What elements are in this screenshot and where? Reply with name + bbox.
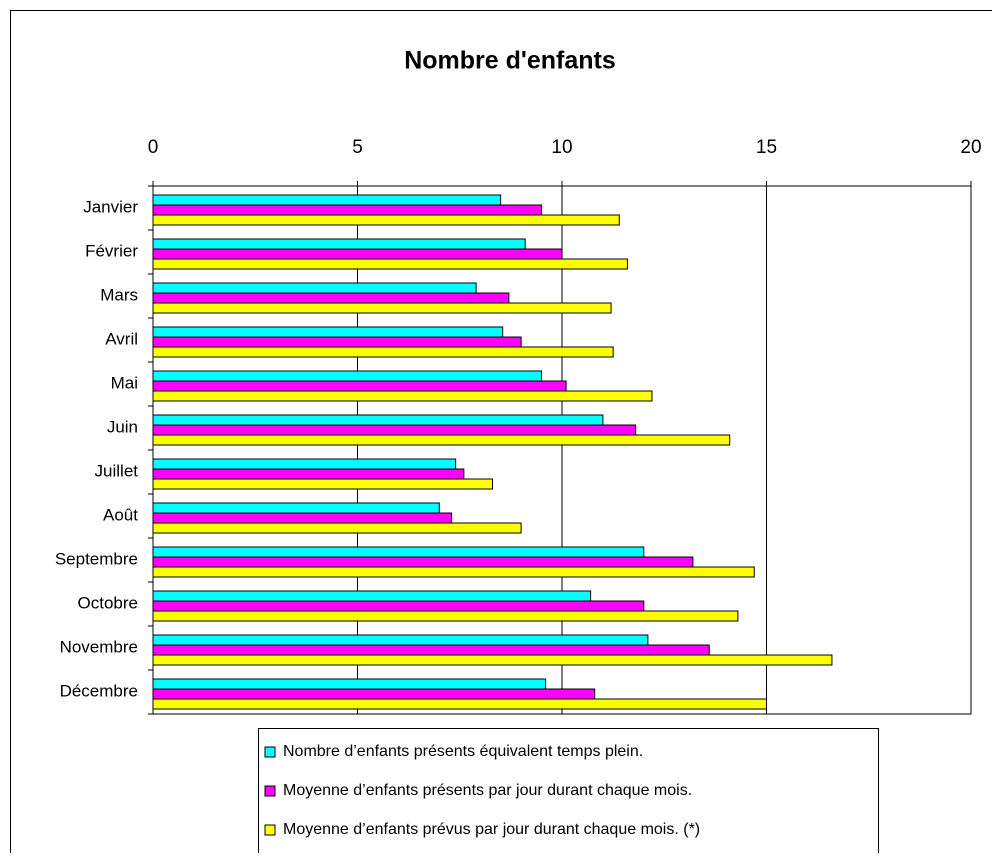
bar [153,303,611,313]
bar [153,347,613,357]
bar [153,655,832,665]
bar [153,371,542,381]
y-tick-label: Octobre [78,593,138,612]
y-tick-label: Novembre [60,637,138,656]
y-tick-label: Avril [105,329,138,348]
y-tick-label: Décembre [60,681,138,700]
chart-title: Nombre d'enfants [404,47,616,75]
x-tick-label: 20 [960,137,981,158]
y-tick-label: Juin [107,417,138,436]
bar [153,503,439,513]
bar [153,611,738,621]
bar [153,391,652,401]
y-tick-label: Mars [100,285,138,304]
bar [153,523,521,533]
bar [153,337,521,347]
bar [153,469,464,479]
bar [153,239,525,249]
bar [153,479,492,489]
bar [153,567,754,577]
bar [153,195,501,205]
legend-label: Moyenne d’enfants prévus par jour durant… [283,821,700,838]
bar [153,689,595,699]
bar [153,381,566,391]
bar [153,459,456,469]
legend-label: Nombre d’enfants présents équivalent tem… [283,743,643,760]
bar [153,249,562,259]
legend-swatch [265,825,275,835]
legend-swatch [265,747,275,757]
bar [153,591,591,601]
bar [153,327,503,337]
x-tick-label: 5 [352,137,363,158]
bar [153,699,767,709]
bar [153,205,542,215]
bar [153,679,546,689]
y-tick-label: Février [85,241,138,260]
bar [153,435,730,445]
legend-swatch [265,786,275,796]
bar [153,645,709,655]
y-tick-label: Juillet [95,461,139,480]
bar [153,293,509,303]
y-tick-label: Mai [111,373,138,392]
bar [153,215,619,225]
x-tick-label: 10 [551,137,572,158]
bar [153,415,603,425]
bar [153,547,644,557]
bar [153,425,636,435]
y-tick-label: Janvier [83,197,138,216]
legend-label: Moyenne d’enfants présents par jour dura… [283,782,692,799]
bar [153,259,627,269]
bar [153,283,476,293]
bar [153,601,644,611]
x-tick-label: 0 [148,137,159,158]
bar [153,635,648,645]
bar [153,557,693,567]
y-tick-label: Septembre [55,549,138,568]
y-tick-label: Août [103,505,138,524]
bar [153,513,452,523]
x-tick-label: 15 [756,137,777,158]
